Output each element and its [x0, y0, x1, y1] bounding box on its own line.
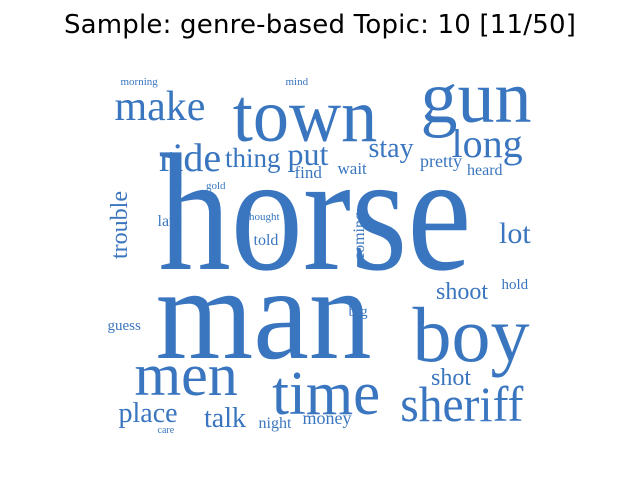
cloud-word-money: money — [302, 408, 352, 428]
cloud-word-place: place — [118, 398, 178, 429]
cloud-word-thought: thought — [246, 210, 280, 223]
cloud-word-morning: morning — [120, 75, 158, 88]
figure-title: Sample: genre-based Topic: 10 [11/50] — [63, 10, 577, 40]
cloud-word-gun: gun — [420, 57, 532, 139]
cloud-word-shoot: shoot — [436, 279, 489, 305]
cloud-word-horse: horse — [158, 120, 472, 306]
cloud-word-coming: coming — [351, 212, 368, 260]
cloud-word-night: night — [258, 415, 292, 432]
cloud-word-man: man — [155, 240, 372, 387]
cloud-word-thing: thing — [225, 142, 281, 173]
cloud-word-hold: hold — [501, 276, 529, 293]
cloud-word-talk: talk — [204, 403, 246, 434]
cloud-word-stay: stay — [368, 133, 414, 164]
cloud-word-find: find — [294, 162, 322, 182]
cloud-word-gold: gold — [206, 179, 226, 192]
cloud-word-sheriff: sheriff — [400, 376, 524, 432]
cloud-word-mind: mind — [285, 75, 309, 88]
cloud-word-put: put — [287, 136, 329, 172]
cloud-word-care: care — [157, 425, 175, 436]
cloud-word-long: long — [451, 121, 523, 166]
cloud-word-lot: lot — [499, 217, 531, 250]
cloud-word-wait: wait — [337, 158, 367, 178]
cloud-word-time: time — [272, 360, 381, 428]
cloud-word-men: men — [134, 342, 238, 408]
cloud-word-town: town — [232, 74, 378, 158]
cloud-word-make: make — [114, 84, 206, 130]
cloud-word-guess: guess — [107, 317, 141, 334]
cloud-word-pretty: pretty — [420, 151, 462, 171]
cloud-word-ride: ride — [159, 135, 222, 180]
cloud-word-law: law — [157, 213, 181, 230]
cloud-word-boy: boy — [412, 291, 530, 378]
cloud-word-big: big — [348, 303, 368, 320]
cloud-word-told: told — [253, 232, 279, 249]
cloud-word-trouble: trouble — [106, 191, 133, 259]
cloud-word-heard: heard — [467, 162, 503, 179]
cloud-word-shot: shot — [431, 365, 472, 391]
